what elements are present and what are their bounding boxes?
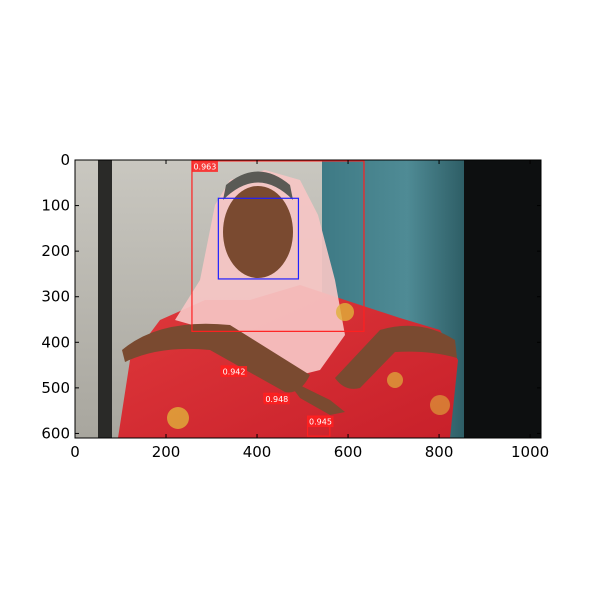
y-axis: 0 100 200 300 400 500 600 <box>41 151 541 442</box>
detection-score: 0.945 <box>309 418 332 427</box>
detection-box <box>217 197 300 280</box>
detection-label-bg <box>221 365 248 377</box>
detection-score: 0.963 <box>193 162 216 171</box>
detection-score: 0.942 <box>223 367 246 376</box>
axes-frame <box>74 159 542 439</box>
y-tick-label: 300 <box>41 288 70 306</box>
detection-label-bg <box>263 393 290 405</box>
x-tick-label: 600 <box>334 443 363 461</box>
sari-pattern <box>167 407 189 429</box>
sari-pattern <box>336 303 354 321</box>
x-tick-label: 400 <box>243 443 272 461</box>
detection-label-bg <box>307 416 334 428</box>
y-tick-label: 0 <box>60 151 70 169</box>
detection-boxes: 0.963 0.942 0.948 0.945 <box>191 160 365 437</box>
x-tick-label: 0 <box>70 443 80 461</box>
x-tick-label: 200 <box>152 443 181 461</box>
detection-box <box>191 160 365 332</box>
face <box>223 186 293 278</box>
hair <box>223 171 293 200</box>
hands <box>285 378 345 415</box>
y-tick-label: 200 <box>41 242 70 260</box>
x-tick-label: 800 <box>425 443 454 461</box>
x-tick-label: 1000 <box>511 443 549 461</box>
photo <box>75 160 541 438</box>
detection-score: 0.948 <box>265 395 288 404</box>
sari-pattern <box>430 395 450 415</box>
y-tick-label: 400 <box>41 333 70 351</box>
dark-doorway <box>464 160 541 438</box>
sari-pattern <box>387 372 403 388</box>
right-arm <box>335 325 457 389</box>
left-arm <box>122 323 310 393</box>
y-tick-label: 600 <box>41 424 70 442</box>
x-axis: 0 200 400 600 800 1000 <box>70 160 549 461</box>
detection-label-bg <box>191 160 218 172</box>
y-tick-label: 500 <box>41 379 70 397</box>
y-tick-label: 100 <box>41 197 70 215</box>
wall-crack <box>98 160 112 438</box>
